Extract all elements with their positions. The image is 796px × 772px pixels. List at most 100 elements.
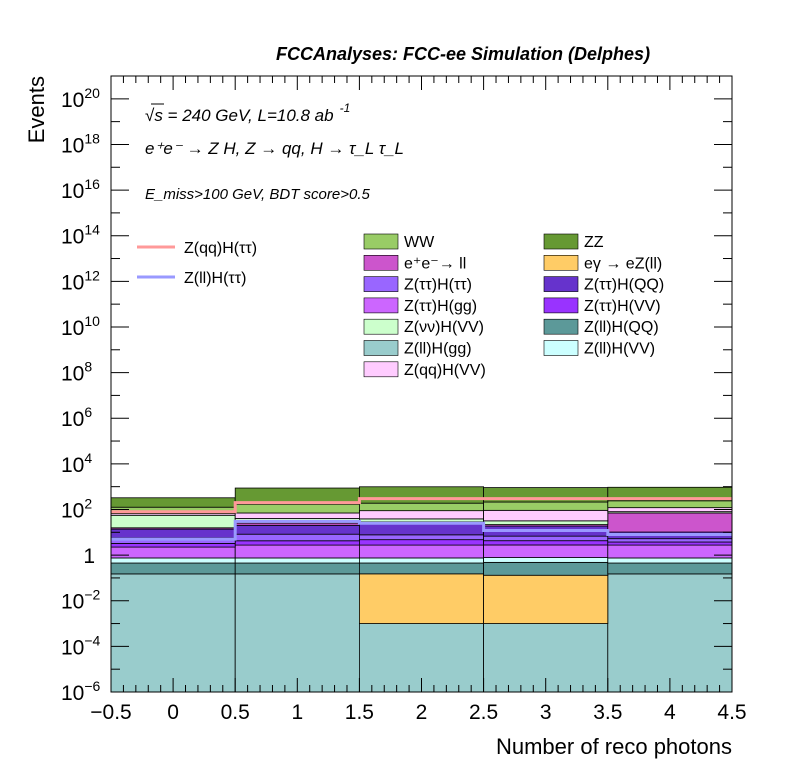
bar-z-h-vv-bin-4	[607, 541, 733, 546]
y-tick-labels: 10−6 10−4 10−2 1 102 104 106 108 1010 1012 1014 101…	[61, 85, 101, 705]
line-z-ll-h	[111, 519, 732, 541]
legend-swatch-z-h-qq	[543, 276, 579, 292]
x-tick-label: 4.5	[717, 701, 746, 724]
legend-label-e-ez-ll: eγ → eZ(ll)	[584, 255, 662, 272]
bar-z-h-gg-bin-1	[234, 544, 360, 559]
legend-swatch-ww	[363, 233, 399, 250]
bar-z-h-vv-bin-0	[110, 514, 236, 529]
x-tick-label: 1.5	[345, 701, 374, 724]
bar-z-h-qq-bin-1	[234, 524, 360, 535]
x-tick-label: 2	[416, 701, 428, 724]
bar-z-h-gg-bin-4	[607, 544, 733, 559]
legend-swatch-z-ll-h-qq	[543, 318, 579, 335]
x-tick-label: 2.5	[469, 701, 498, 724]
y-tick-label: 1010	[61, 313, 100, 340]
bar-z-ll-h-vv-bin-2	[358, 557, 484, 564]
bar-z-h-vv-bin-2	[358, 539, 484, 546]
x-tick-label: 0.5	[221, 701, 250, 724]
legend-swatch-zz	[543, 233, 579, 250]
x-tick-labels: −0.5 0 0.5 1 1.5 2 2.5 3 3.5 4 4.5	[90, 701, 746, 724]
bar-e-e-ll-bin-4	[607, 512, 733, 533]
y-tick-label: 1020	[61, 85, 100, 112]
bar-z-h-vv-bin-0	[110, 543, 236, 548]
legend-label-zz: ZZ	[584, 234, 604, 251]
legend-swatch-z-h-gg	[363, 297, 399, 314]
y-tick-label: 1012	[61, 267, 100, 294]
annotation-selection: E_miss>100 GeV, BDT score>0.5	[145, 186, 370, 203]
bar-z-h-qq-bin-0	[110, 528, 236, 539]
bar-z-qq-h-vv-bin-1	[234, 512, 360, 519]
legend-label-z-ll-h-gg: Z(ll)H(gg)	[404, 341, 472, 358]
line-z-qq-h	[111, 497, 732, 514]
legend-label-e-e-ll: e⁺e⁻→ ll	[404, 255, 466, 272]
x-tick-label: 1	[291, 701, 303, 724]
y-tick-label: 106	[61, 404, 92, 431]
x-axis-label: Number of reco photons	[496, 734, 732, 759]
bar-z-h-gg-bin-0	[110, 546, 236, 559]
x-tick-label: −0.5	[90, 701, 131, 724]
legend-label-z-h-vv: Z(νν)H(VV)	[404, 319, 484, 336]
bar-z-h-bin-1	[234, 533, 360, 542]
y-tick-label: 1	[83, 545, 95, 568]
legend-swatch-e-ez-ll	[543, 255, 579, 271]
legend-label-ww: WW	[404, 234, 435, 251]
bar-ww-bin-3	[483, 501, 609, 511]
bar-z-h-vv-bin-1	[234, 540, 360, 546]
bar-z-h-vv-bin-3	[483, 540, 609, 546]
legend-label-z-h: Z(ττ)H(ττ)	[404, 277, 472, 294]
y-tick-label: 1016	[61, 176, 100, 203]
legend-label-z-ll-h-qq: Z(ll)H(QQ)	[584, 319, 659, 336]
bar-z-ll-h-qq-bin-0	[110, 562, 236, 575]
legend-swatch-e-e-ll	[363, 255, 399, 271]
bar-ww-bin-2	[358, 502, 484, 512]
legend-swatch-z-h-vv	[543, 297, 579, 314]
bar-z-h-bin-4	[607, 538, 733, 543]
y-tick-label: 10−2	[61, 587, 101, 614]
bar-z-ll-h-qq-bin-3	[483, 561, 609, 576]
bar-z-qq-h-vv-bin-2	[358, 510, 484, 520]
bar-z-ll-h-vv-bin-3	[483, 557, 609, 563]
bar-z-ll-h-vv-bin-1	[234, 557, 360, 564]
bar-z-qq-h-vv-bin-3	[483, 509, 609, 522]
bar-zz-bin-0	[110, 497, 236, 508]
y-tick-label: 1014	[61, 222, 100, 249]
legend-label-z-h-vv: Z(ττ)H(VV)	[584, 298, 661, 315]
legend-swatch-z-qq-h-vv	[363, 361, 399, 378]
y-tick-label: 104	[61, 450, 92, 477]
axis-ticks	[110, 76, 733, 693]
bar-z-h-bin-2	[358, 534, 484, 541]
legend-label-z-qq-h: Z(qq)H(ττ)	[184, 240, 257, 257]
legend-swatch-z-h	[363, 276, 399, 292]
annotations: √s = 240 GeV, L=10.8 ab -1 e⁺e⁻ → Z H, Z →…	[145, 101, 404, 203]
bar-z-h-gg-bin-2	[358, 544, 484, 559]
annotation-process: e⁺e⁻ → Z H, Z → qq, H → τ_L τ_L	[145, 139, 404, 158]
bar-e-ez-ll-bin-3	[483, 574, 609, 624]
bar-z-qq-h-vv-bin-4	[607, 507, 733, 513]
bar-z-h-vv-bin-3	[483, 520, 609, 525]
bar-z-ll-h-vv-bin-4	[607, 557, 733, 564]
bar-z-ll-h-qq-bin-4	[607, 562, 733, 575]
y-tick-label: 10−4	[61, 632, 101, 659]
bar-zz-bin-2	[358, 486, 484, 504]
bar-z-ll-h-gg-bin-4	[607, 573, 733, 693]
x-tick-label: 4	[664, 701, 676, 724]
legend-label-z-qq-h-vv: Z(qq)H(VV)	[404, 362, 486, 379]
bar-ww-bin-4	[607, 500, 733, 509]
y-tick-label: 108	[61, 359, 92, 386]
bar-z-h-bin-3	[483, 535, 609, 542]
legend-label-z-ll-h: Z(ll)H(ττ)	[184, 270, 246, 287]
bar-z-ll-h-gg-bin-0	[110, 573, 236, 693]
bar-z-ll-h-gg-bin-1	[234, 573, 360, 693]
bar-ww-bin-1	[234, 503, 360, 514]
legend-swatch-z-h-vv	[363, 318, 399, 335]
bar-z-h-vv-bin-2	[358, 518, 484, 523]
y-tick-label: 1018	[61, 130, 100, 157]
y-axis-label: Events	[24, 76, 49, 143]
legend-swatch-z-ll-h-gg	[363, 340, 399, 356]
x-tick-label: 3.5	[593, 701, 622, 724]
overlay-lines	[111, 497, 732, 541]
y-tick-label: 102	[61, 495, 92, 522]
legend: Z(qq)H(ττ) Z(ll)H(ττ) WW e⁺e⁻→ ll Z(ττ)H(ττ)…	[137, 233, 664, 379]
legend-label-z-h-qq: Z(ττ)H(QQ)	[584, 277, 664, 294]
